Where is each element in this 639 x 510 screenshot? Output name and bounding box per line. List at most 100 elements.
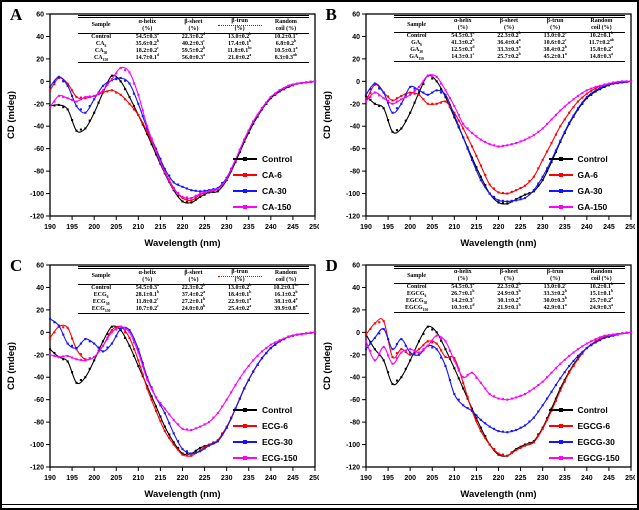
legend-marker-icon — [243, 205, 247, 209]
series-marker — [159, 415, 162, 418]
series-marker — [150, 398, 153, 401]
series-marker — [611, 81, 614, 84]
series-marker — [177, 423, 180, 426]
series-marker — [132, 104, 135, 108]
legend-item: Control — [233, 402, 297, 418]
series-marker — [199, 193, 202, 196]
series-marker — [390, 382, 394, 386]
series-marker — [514, 447, 517, 451]
series-marker — [177, 183, 180, 186]
series-marker — [168, 179, 171, 182]
table-cell: 14.2±0.3c — [451, 296, 475, 305]
x-tick-label: 225 — [514, 475, 526, 482]
series-marker — [417, 348, 420, 351]
panel-A: A 190 195 200 205 210 215 220 225 230 235 240 245 25… — [4, 4, 319, 254]
series-marker — [492, 395, 495, 398]
series-marker — [461, 404, 464, 407]
series-marker — [368, 349, 371, 352]
cd-plot-C: 190 195 200 205 210 215 220 225 230 235 240 245 2506… — [6, 263, 319, 501]
series-marker — [474, 168, 477, 172]
series-marker — [163, 167, 166, 170]
series-marker — [216, 190, 219, 193]
series-marker — [558, 125, 561, 128]
series-marker — [395, 100, 398, 103]
series-marker — [243, 370, 246, 373]
series-marker — [124, 69, 127, 72]
series-marker — [589, 87, 592, 90]
series-marker — [426, 340, 429, 343]
x-tick-label: 210 — [448, 224, 460, 231]
series-marker — [368, 342, 371, 345]
series-marker — [106, 81, 109, 85]
series-marker — [594, 87, 597, 90]
series-marker — [576, 100, 579, 103]
series-marker — [466, 127, 469, 130]
series-marker — [572, 98, 575, 101]
series-marker — [265, 346, 268, 350]
series-marker — [57, 324, 60, 327]
legend-D: Control EGCG-6 EGCG-30 EGCG-150 — [548, 402, 620, 466]
legend-item: CA-150 — [233, 199, 292, 215]
series-marker — [124, 79, 127, 82]
series-marker — [532, 387, 535, 390]
table-cell: EGCG6 — [406, 291, 427, 299]
series-marker — [505, 202, 508, 205]
series-marker — [554, 150, 557, 154]
series-marker — [172, 186, 175, 189]
series-marker — [386, 338, 389, 341]
series-marker — [443, 355, 447, 359]
legend-line-swatch — [233, 408, 257, 412]
series-marker — [443, 340, 447, 343]
series-marker — [501, 398, 504, 401]
series-marker — [146, 387, 149, 390]
series-marker — [470, 145, 473, 148]
series-marker — [448, 378, 451, 382]
series-marker — [589, 89, 592, 92]
series-marker — [452, 104, 455, 108]
series-marker — [421, 344, 424, 347]
series-marker — [572, 351, 575, 354]
series-marker — [390, 348, 394, 351]
series-marker — [265, 102, 268, 105]
series-marker — [496, 199, 500, 202]
series-marker — [110, 329, 113, 332]
series-marker — [594, 340, 597, 343]
series-marker — [395, 379, 398, 382]
series-marker — [629, 331, 632, 334]
legend-item: ECG-30 — [233, 434, 297, 450]
series-marker — [97, 101, 100, 104]
legend-item: EGCG-30 — [548, 434, 620, 450]
series-marker — [119, 325, 122, 328]
series-marker — [545, 170, 548, 173]
series-marker — [305, 332, 308, 335]
series-marker — [572, 114, 575, 117]
y-tick-label: -60 — [349, 146, 359, 153]
y-tick-label: -20 — [349, 352, 359, 359]
series-marker — [576, 94, 579, 97]
series-marker — [212, 441, 215, 444]
series-marker — [541, 158, 544, 161]
series-marker — [190, 196, 193, 200]
series-marker — [598, 87, 601, 90]
series-marker — [199, 195, 202, 198]
series-marker — [154, 405, 158, 408]
series-marker — [203, 189, 206, 192]
series-marker — [243, 387, 246, 390]
series-marker — [274, 343, 277, 346]
table-cell: 17.4±0.1b — [227, 39, 252, 48]
series-marker — [75, 348, 78, 351]
series-marker — [505, 144, 508, 147]
series-marker — [457, 398, 460, 401]
y-tick-label: 0 — [40, 79, 44, 86]
series-marker — [390, 355, 394, 359]
series-marker — [71, 89, 74, 92]
series-marker — [417, 93, 420, 96]
series-marker — [563, 118, 566, 121]
table-cell: 14.7±0.1d — [135, 53, 159, 62]
legend-marker-icon — [558, 205, 563, 209]
series-marker — [545, 122, 548, 126]
legend-label: CA-30 — [262, 186, 287, 196]
series-marker — [545, 417, 548, 420]
series-marker — [364, 94, 367, 97]
